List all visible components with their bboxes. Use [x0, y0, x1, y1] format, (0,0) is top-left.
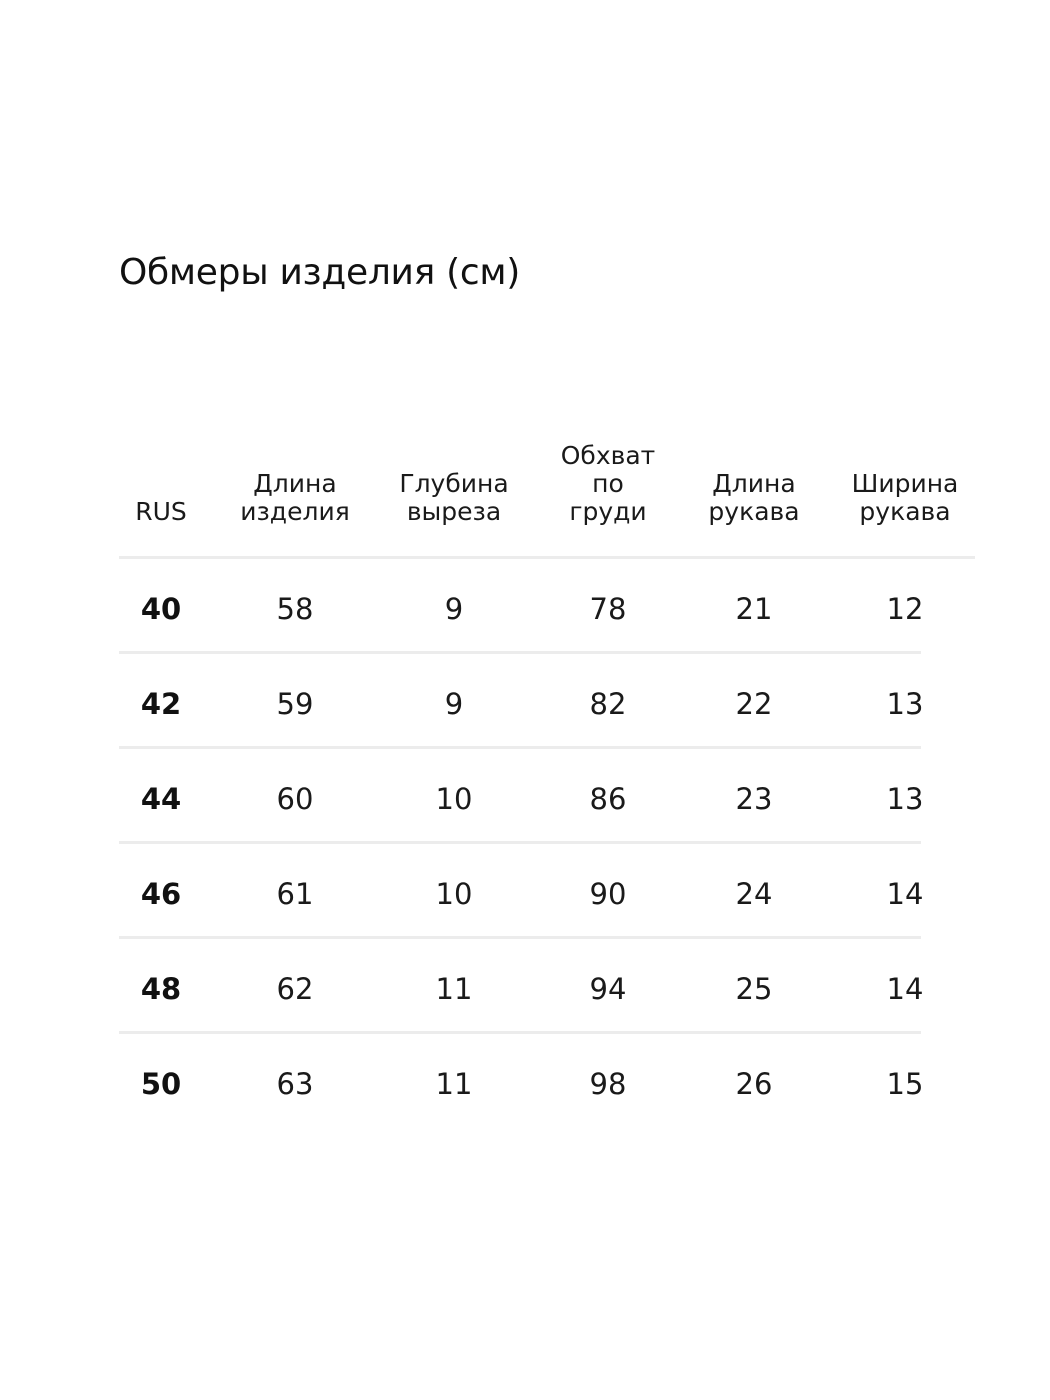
table-row: 42 59 9 82 22 13 [119, 654, 924, 749]
sleeve-width-cell: 15 [886, 1067, 924, 1101]
sleeve-width-cell: 14 [886, 972, 924, 1006]
table-row: 46 61 10 90 24 14 [119, 844, 924, 939]
header-rus: RUS [135, 497, 187, 526]
size-cell: 40 [140, 592, 182, 626]
table-header: RUS Длина изделия Глубина выреза Обхват … [119, 430, 975, 559]
header-chest: Обхват по груди [560, 441, 656, 526]
page-title: Обмеры изделия (см) [119, 252, 520, 293]
neck-depth-cell: 10 [435, 877, 473, 911]
neck-depth-cell: 9 [444, 592, 464, 626]
header-length: Длина изделия [240, 469, 350, 526]
neck-depth-cell: 11 [435, 972, 473, 1006]
neck-depth-cell: 10 [435, 782, 473, 816]
sleeve-width-cell: 13 [886, 687, 924, 721]
chest-cell: 78 [589, 592, 627, 626]
table-row: 40 58 9 78 21 12 [119, 559, 924, 654]
sleeve-width-cell: 14 [886, 877, 924, 911]
length-cell: 61 [276, 877, 314, 911]
size-cell: 48 [140, 972, 182, 1006]
table-row: 44 60 10 86 23 13 [119, 749, 924, 844]
length-cell: 60 [276, 782, 314, 816]
neck-depth-cell: 11 [435, 1067, 473, 1101]
size-cell: 46 [140, 877, 182, 911]
length-cell: 58 [276, 592, 314, 626]
sleeve-length-cell: 26 [735, 1067, 773, 1101]
header-neck-depth: Глубина выреза [399, 469, 509, 526]
chest-cell: 82 [589, 687, 627, 721]
chest-cell: 90 [589, 877, 627, 911]
table-row: 48 62 11 94 25 14 [119, 939, 924, 1034]
sleeve-length-cell: 24 [735, 877, 773, 911]
length-cell: 63 [276, 1067, 314, 1101]
size-cell: 44 [140, 782, 182, 816]
chest-cell: 98 [589, 1067, 627, 1101]
chest-cell: 86 [589, 782, 627, 816]
sleeve-width-cell: 13 [886, 782, 924, 816]
sleeve-length-cell: 25 [735, 972, 773, 1006]
header-sleeve-length: Длина рукава [708, 469, 800, 526]
sleeve-width-cell: 12 [886, 592, 924, 626]
table-row: 50 63 11 98 26 15 [119, 1034, 924, 1126]
length-cell: 62 [276, 972, 314, 1006]
length-cell: 59 [276, 687, 314, 721]
neck-depth-cell: 9 [444, 687, 464, 721]
sleeve-length-cell: 22 [735, 687, 773, 721]
size-table: RUS Длина изделия Глубина выреза Обхват … [119, 430, 975, 1126]
sleeve-length-cell: 21 [735, 592, 773, 626]
sleeve-length-cell: 23 [735, 782, 773, 816]
size-cell: 42 [140, 687, 182, 721]
header-sleeve-width: Ширина рукава [851, 469, 959, 526]
size-cell: 50 [140, 1067, 182, 1101]
chest-cell: 94 [589, 972, 627, 1006]
